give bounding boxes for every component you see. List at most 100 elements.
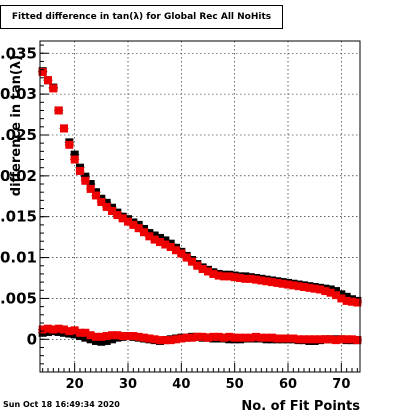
y-axis-title: difference in tan(λ) <box>9 55 24 196</box>
data-point <box>321 287 330 296</box>
data-point <box>252 332 260 341</box>
data-point <box>289 334 298 343</box>
data-point <box>81 176 90 185</box>
data-point <box>316 335 324 344</box>
data-point <box>161 336 170 345</box>
data-point <box>241 333 250 342</box>
data-point <box>342 296 351 305</box>
data-point <box>182 253 191 262</box>
data-point <box>97 337 106 346</box>
data-point <box>289 281 298 290</box>
data-point <box>134 332 143 341</box>
x-tick-label: 70 <box>332 377 350 392</box>
data-point <box>294 282 303 291</box>
data-point <box>209 332 218 341</box>
data-point <box>284 334 292 343</box>
data-point <box>60 325 68 334</box>
data-point <box>332 291 340 300</box>
x-tick-label: 30 <box>119 377 137 392</box>
data-point <box>236 274 244 283</box>
data-point <box>70 330 79 339</box>
data-point <box>156 336 164 345</box>
data-point <box>278 334 287 343</box>
data-point <box>225 332 234 341</box>
data-point <box>326 288 335 297</box>
data-point <box>209 269 218 278</box>
data-point <box>129 220 138 229</box>
data-point <box>124 332 132 341</box>
grid <box>40 41 360 372</box>
data-point <box>54 106 63 115</box>
data-point <box>262 333 271 342</box>
data-point <box>140 333 148 342</box>
data-markers <box>38 67 362 346</box>
data-point <box>273 278 282 287</box>
data-point <box>182 333 191 342</box>
series-red-markers <box>38 68 362 307</box>
data-point <box>108 331 116 340</box>
data-point <box>188 257 196 266</box>
data-point <box>268 333 276 342</box>
data-point <box>97 198 106 207</box>
data-point <box>108 206 116 215</box>
data-point <box>156 238 164 247</box>
data-point <box>172 246 180 255</box>
data-point <box>257 333 266 342</box>
data-point <box>129 332 138 341</box>
data-point <box>150 335 159 344</box>
data-point <box>113 211 122 220</box>
data-point <box>193 332 202 341</box>
data-point <box>188 333 196 342</box>
data-point <box>49 84 58 93</box>
data-point <box>310 284 319 293</box>
data-point <box>86 184 95 193</box>
data-point <box>246 333 255 342</box>
data-point <box>177 334 186 343</box>
y-tick-label: 0.025 <box>0 126 37 144</box>
data-point <box>214 271 223 280</box>
data-point <box>204 333 212 342</box>
data-point <box>193 261 202 270</box>
y-tick-label: 0.01 <box>0 249 37 267</box>
data-point <box>97 332 106 341</box>
data-point <box>348 335 356 344</box>
data-point <box>337 290 346 299</box>
data-point <box>65 140 74 149</box>
data-point <box>145 232 154 241</box>
data-point <box>156 233 164 242</box>
data-point <box>326 335 335 344</box>
data-point <box>310 335 319 344</box>
data-point <box>108 335 116 344</box>
data-point <box>198 332 207 341</box>
data-point <box>60 124 68 133</box>
data-point <box>92 332 100 341</box>
data-point <box>230 333 239 342</box>
data-point <box>342 335 351 344</box>
data-point <box>353 336 362 345</box>
data-point <box>102 336 111 345</box>
data-point <box>76 328 84 337</box>
data-point <box>118 214 127 223</box>
y-tick-label: 0.005 <box>0 289 37 307</box>
data-point <box>273 334 282 343</box>
data-point <box>70 326 79 335</box>
data-point <box>86 331 95 340</box>
data-point <box>161 236 170 245</box>
data-point <box>86 335 95 344</box>
data-point <box>204 267 212 276</box>
data-point <box>124 217 132 226</box>
x-axis-title: No. of Fit Points <box>241 399 360 414</box>
data-point <box>172 335 180 344</box>
data-point <box>81 333 90 342</box>
data-point <box>294 335 303 344</box>
plot-frame <box>39 40 361 373</box>
data-point <box>102 202 111 211</box>
data-point <box>342 292 351 301</box>
data-point <box>81 328 90 337</box>
data-point <box>49 325 58 334</box>
data-point <box>300 335 308 344</box>
data-point <box>92 336 100 345</box>
data-point <box>81 172 90 181</box>
data-point <box>214 332 223 341</box>
